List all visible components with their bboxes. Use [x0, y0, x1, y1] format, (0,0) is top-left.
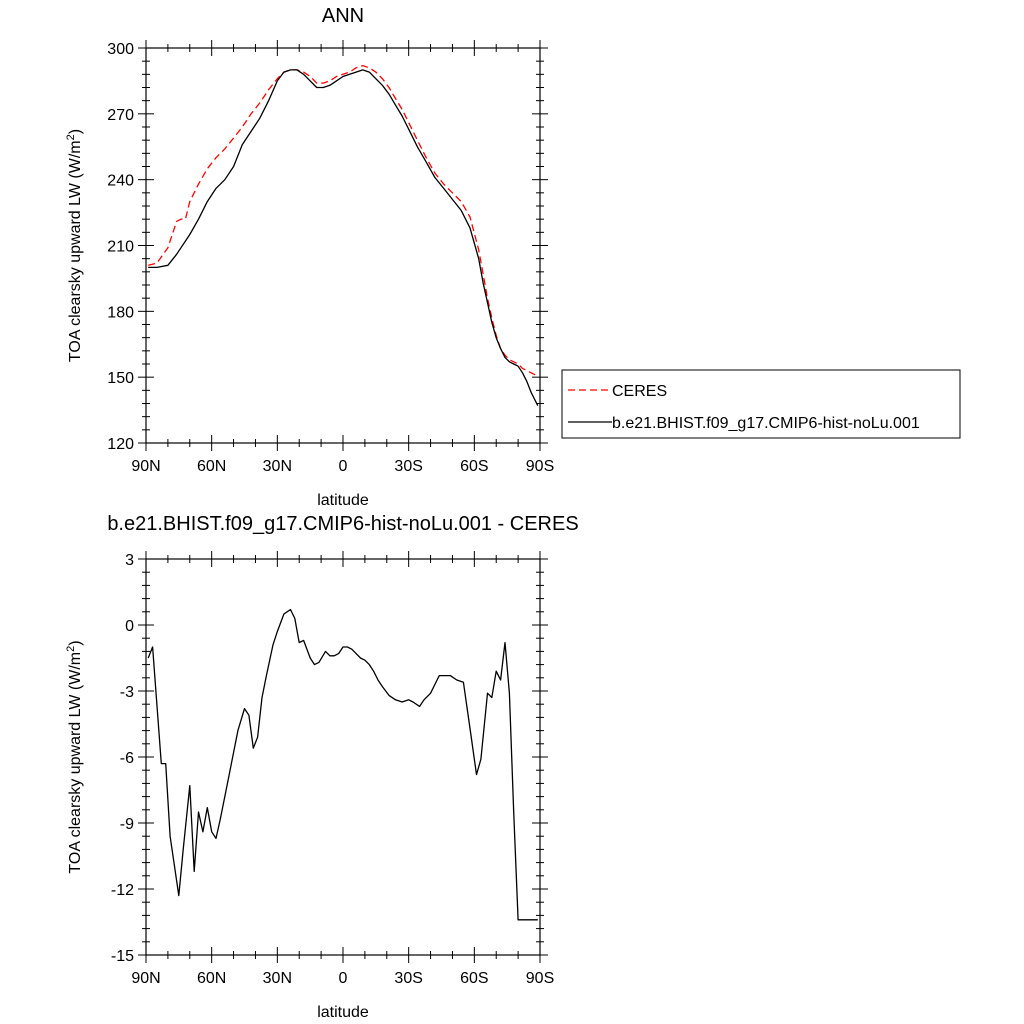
y-tick-label: -3	[120, 684, 134, 701]
series-line-0-0	[148, 64, 538, 376]
y-tick-label: 270	[107, 107, 134, 124]
y-tick-label: 120	[107, 436, 134, 453]
x-tick-label: 90N	[131, 458, 160, 475]
y-tick-label: -6	[120, 750, 134, 767]
x-tick-label: 30N	[263, 970, 292, 987]
y-axis-label: TOA clearsky upward LW (W/m2)	[65, 640, 84, 873]
x-tick-label: 0	[339, 970, 348, 987]
x-tick-label: 30S	[394, 970, 422, 987]
x-tick-label: 60N	[197, 970, 226, 987]
chart-title-0: ANN	[322, 5, 364, 27]
x-tick-label: 60S	[460, 458, 488, 475]
x-axis-label: latitude	[317, 492, 369, 509]
y-tick-label: 3	[125, 552, 134, 569]
x-tick-label: 60N	[197, 458, 226, 475]
x-tick-label: 60S	[460, 970, 488, 987]
y-tick-label: 180	[107, 304, 134, 321]
legend-box	[561, 369, 961, 439]
y-tick-label: 150	[107, 370, 134, 387]
x-tick-label: 30N	[263, 458, 292, 475]
y-tick-label: 210	[107, 239, 134, 256]
x-axis-label: latitude	[317, 1004, 369, 1021]
x-tick-label: 0	[339, 458, 348, 475]
series-line-1-0	[147, 608, 538, 921]
x-tick-label: 90S	[526, 970, 554, 987]
y-tick-label: 240	[107, 173, 134, 190]
y-tick-label: 0	[125, 618, 134, 635]
x-tick-label: 90S	[526, 458, 554, 475]
y-tick-label: 300	[107, 41, 134, 58]
y-tick-label: -9	[120, 816, 134, 833]
y-tick-label: -15	[111, 948, 134, 965]
x-tick-label: 30S	[394, 458, 422, 475]
legend-label: b.e21.BHIST.f09_g17.CMIP6-hist-noLu.001	[612, 415, 920, 432]
y-axis-label: TOA clearsky upward LW (W/m2)	[65, 129, 84, 362]
x-tick-label: 90N	[131, 970, 160, 987]
series-line-0-1	[148, 69, 539, 406]
y-tick-label: -12	[111, 882, 134, 899]
chart-title-1: b.e21.BHIST.f09_g17.CMIP6-hist-noLu.001 …	[107, 513, 578, 535]
legend-label: CERES	[612, 383, 667, 400]
